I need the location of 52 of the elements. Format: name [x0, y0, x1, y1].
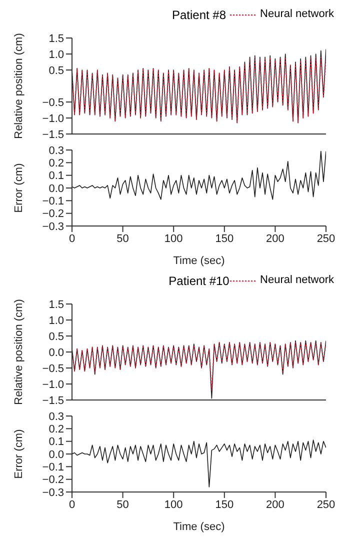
y-tick-label: 0.1: [48, 436, 64, 448]
y-tick-label: 1.5: [48, 32, 64, 45]
y-tick-label: 0.2: [48, 424, 64, 436]
y-tick-label: −1.0: [42, 378, 64, 391]
y-tick-label: −1.5: [42, 128, 64, 141]
legend-label: Neural network: [260, 274, 334, 287]
chart-title: Patient #8: [172, 8, 226, 22]
legend-label: Neural network: [260, 8, 334, 21]
x-tick-label: 150: [215, 232, 234, 245]
y-axis-title: Error (cm): [12, 429, 25, 479]
x-tick-label: 150: [215, 498, 234, 511]
y-tick-label: 0.3: [48, 410, 64, 423]
x-tick-label: 100: [164, 498, 183, 511]
y-tick-label: −1.0: [42, 112, 64, 125]
x-tick-label: 250: [316, 232, 336, 245]
y-tick-label: −0.3: [42, 220, 64, 233]
y-tick-label: −0.3: [42, 486, 64, 499]
y-axis-title: Error (cm): [12, 163, 25, 213]
y-tick-label: 0.3: [48, 144, 64, 157]
x-tick-label: 100: [164, 232, 183, 245]
y-tick-label: −1.5: [42, 394, 64, 407]
y-tick-label: −0.5: [42, 96, 64, 109]
x-tick-label: 0: [68, 498, 76, 511]
y-tick-label: 1.5: [48, 298, 64, 311]
y-tick-label: 0.0: [48, 448, 64, 461]
y-tick-label: 0.5: [48, 64, 64, 77]
x-tick-label: 50: [116, 498, 129, 511]
line-series: [72, 150, 326, 200]
x-tick-label: 0: [68, 232, 76, 245]
line-series: [72, 342, 326, 391]
x-tick-label: 50: [116, 232, 129, 245]
y-tick-label: 0.5: [48, 330, 64, 343]
y-axis-title: Relative position (cm): [12, 33, 25, 139]
line-series: [72, 440, 326, 488]
y-tick-label: −0.2: [42, 208, 64, 220]
y-tick-label: 0.2: [48, 158, 64, 170]
y-tick-label: 0.0: [48, 346, 64, 359]
y-tick-label: −0.1: [42, 462, 64, 474]
y-axis-title: Relative position (cm): [12, 299, 25, 405]
chart-title: Patient #10: [168, 274, 230, 288]
y-tick-label: 0.0: [48, 182, 64, 195]
x-axis-title: Time (sec): [173, 255, 225, 267]
y-tick-label: 1.0: [48, 314, 64, 327]
x-tick-label: 250: [316, 498, 336, 511]
x-tick-label: 200: [266, 232, 284, 245]
y-tick-label: 1.0: [48, 48, 64, 61]
x-tick-label: 200: [266, 498, 284, 511]
y-tick-label: −0.1: [42, 196, 64, 208]
y-tick-label: 0.1: [48, 170, 64, 182]
x-axis-title: Time (sec): [173, 521, 225, 533]
y-tick-label: −0.2: [42, 474, 64, 486]
y-tick-label: −0.5: [42, 362, 64, 375]
